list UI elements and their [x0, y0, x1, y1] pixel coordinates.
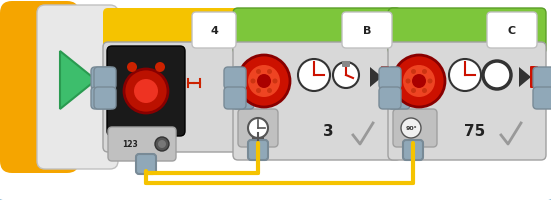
Text: 123: 123: [122, 140, 138, 149]
FancyBboxPatch shape: [388, 9, 546, 55]
Circle shape: [267, 70, 272, 75]
Circle shape: [155, 63, 165, 73]
Circle shape: [238, 56, 290, 107]
Text: B: B: [363, 26, 371, 36]
Circle shape: [158, 140, 166, 148]
FancyBboxPatch shape: [381, 67, 389, 89]
FancyBboxPatch shape: [91, 68, 113, 90]
FancyBboxPatch shape: [232, 88, 254, 109]
FancyBboxPatch shape: [403, 140, 423, 160]
FancyBboxPatch shape: [103, 43, 245, 152]
Polygon shape: [60, 52, 96, 109]
FancyBboxPatch shape: [37, 6, 118, 169]
Circle shape: [422, 70, 427, 75]
FancyBboxPatch shape: [224, 68, 246, 90]
FancyBboxPatch shape: [533, 68, 551, 90]
Circle shape: [257, 75, 271, 89]
FancyBboxPatch shape: [103, 9, 245, 55]
Circle shape: [248, 66, 280, 98]
FancyBboxPatch shape: [233, 9, 401, 55]
FancyBboxPatch shape: [192, 13, 236, 49]
FancyBboxPatch shape: [530, 67, 538, 89]
FancyBboxPatch shape: [388, 68, 410, 90]
Circle shape: [267, 89, 272, 94]
Circle shape: [127, 63, 137, 73]
Polygon shape: [370, 68, 382, 88]
Circle shape: [406, 79, 410, 84]
FancyBboxPatch shape: [388, 43, 546, 160]
Circle shape: [483, 62, 511, 90]
Text: C: C: [508, 26, 516, 36]
FancyBboxPatch shape: [94, 68, 116, 90]
Circle shape: [401, 118, 421, 138]
FancyBboxPatch shape: [91, 88, 113, 109]
Text: 90°: 90°: [405, 126, 417, 131]
FancyBboxPatch shape: [232, 68, 254, 90]
Circle shape: [422, 89, 427, 94]
Circle shape: [411, 70, 416, 75]
Circle shape: [449, 60, 481, 92]
Circle shape: [155, 137, 169, 151]
Circle shape: [248, 118, 268, 138]
Circle shape: [256, 70, 261, 75]
Circle shape: [333, 63, 359, 89]
Text: 75: 75: [464, 124, 485, 139]
Text: 3: 3: [323, 124, 333, 139]
Circle shape: [273, 79, 278, 84]
FancyBboxPatch shape: [342, 62, 350, 68]
Circle shape: [251, 79, 256, 84]
Circle shape: [393, 56, 445, 107]
Circle shape: [411, 89, 416, 94]
FancyBboxPatch shape: [224, 88, 246, 109]
FancyBboxPatch shape: [248, 140, 268, 160]
FancyBboxPatch shape: [533, 88, 551, 109]
FancyBboxPatch shape: [136, 154, 156, 174]
FancyBboxPatch shape: [94, 88, 116, 109]
Circle shape: [428, 79, 433, 84]
FancyBboxPatch shape: [379, 68, 401, 90]
Polygon shape: [519, 68, 531, 88]
FancyBboxPatch shape: [379, 88, 401, 109]
Circle shape: [134, 80, 158, 103]
Circle shape: [403, 66, 435, 98]
FancyBboxPatch shape: [0, 2, 79, 173]
FancyBboxPatch shape: [342, 13, 392, 49]
FancyBboxPatch shape: [393, 109, 437, 147]
FancyBboxPatch shape: [388, 88, 410, 109]
FancyBboxPatch shape: [238, 109, 278, 147]
Circle shape: [124, 70, 168, 113]
FancyBboxPatch shape: [107, 47, 185, 136]
Text: 4: 4: [210, 26, 218, 36]
Circle shape: [298, 60, 330, 92]
Circle shape: [256, 89, 261, 94]
Circle shape: [412, 75, 426, 89]
FancyBboxPatch shape: [108, 127, 176, 161]
FancyBboxPatch shape: [487, 13, 537, 49]
FancyBboxPatch shape: [233, 43, 401, 160]
